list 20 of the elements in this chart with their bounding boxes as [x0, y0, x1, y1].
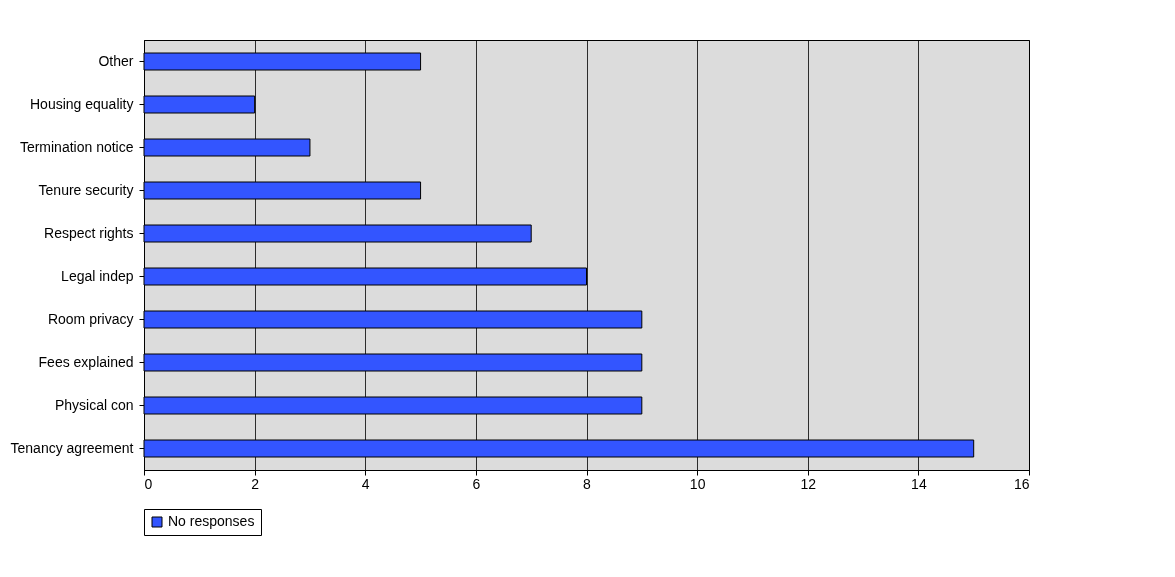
y-tick-label: Termination notice	[19, 138, 134, 155]
y-tick-label: Room privacy	[47, 310, 134, 327]
x-tick-label: 14	[911, 475, 927, 492]
x-tick-label: 6	[472, 475, 481, 492]
x-tick-label: 10	[689, 475, 706, 492]
x-tick-label: 2	[251, 475, 260, 492]
x-tick-label: 0	[144, 475, 153, 492]
y-tick-label: Fees explained	[38, 353, 134, 370]
y-tick-label: Tenure security	[38, 181, 134, 198]
legend-label: No responses	[168, 513, 255, 529]
x-tick-label: 4	[361, 475, 370, 492]
y-tick-label: Other	[98, 52, 134, 69]
x-tick-label: 12	[800, 475, 817, 492]
y-tick-label: Tenancy agreement	[10, 439, 134, 456]
y-tick-label: Physical con	[54, 396, 134, 413]
y-tick-label: Legal indep	[61, 267, 134, 284]
x-tick-label: 8	[583, 475, 592, 492]
y-tick-label: Respect rights	[44, 224, 134, 241]
y-tick-label: Housing equality	[29, 95, 134, 112]
x-tick-label: 16	[1013, 475, 1030, 492]
